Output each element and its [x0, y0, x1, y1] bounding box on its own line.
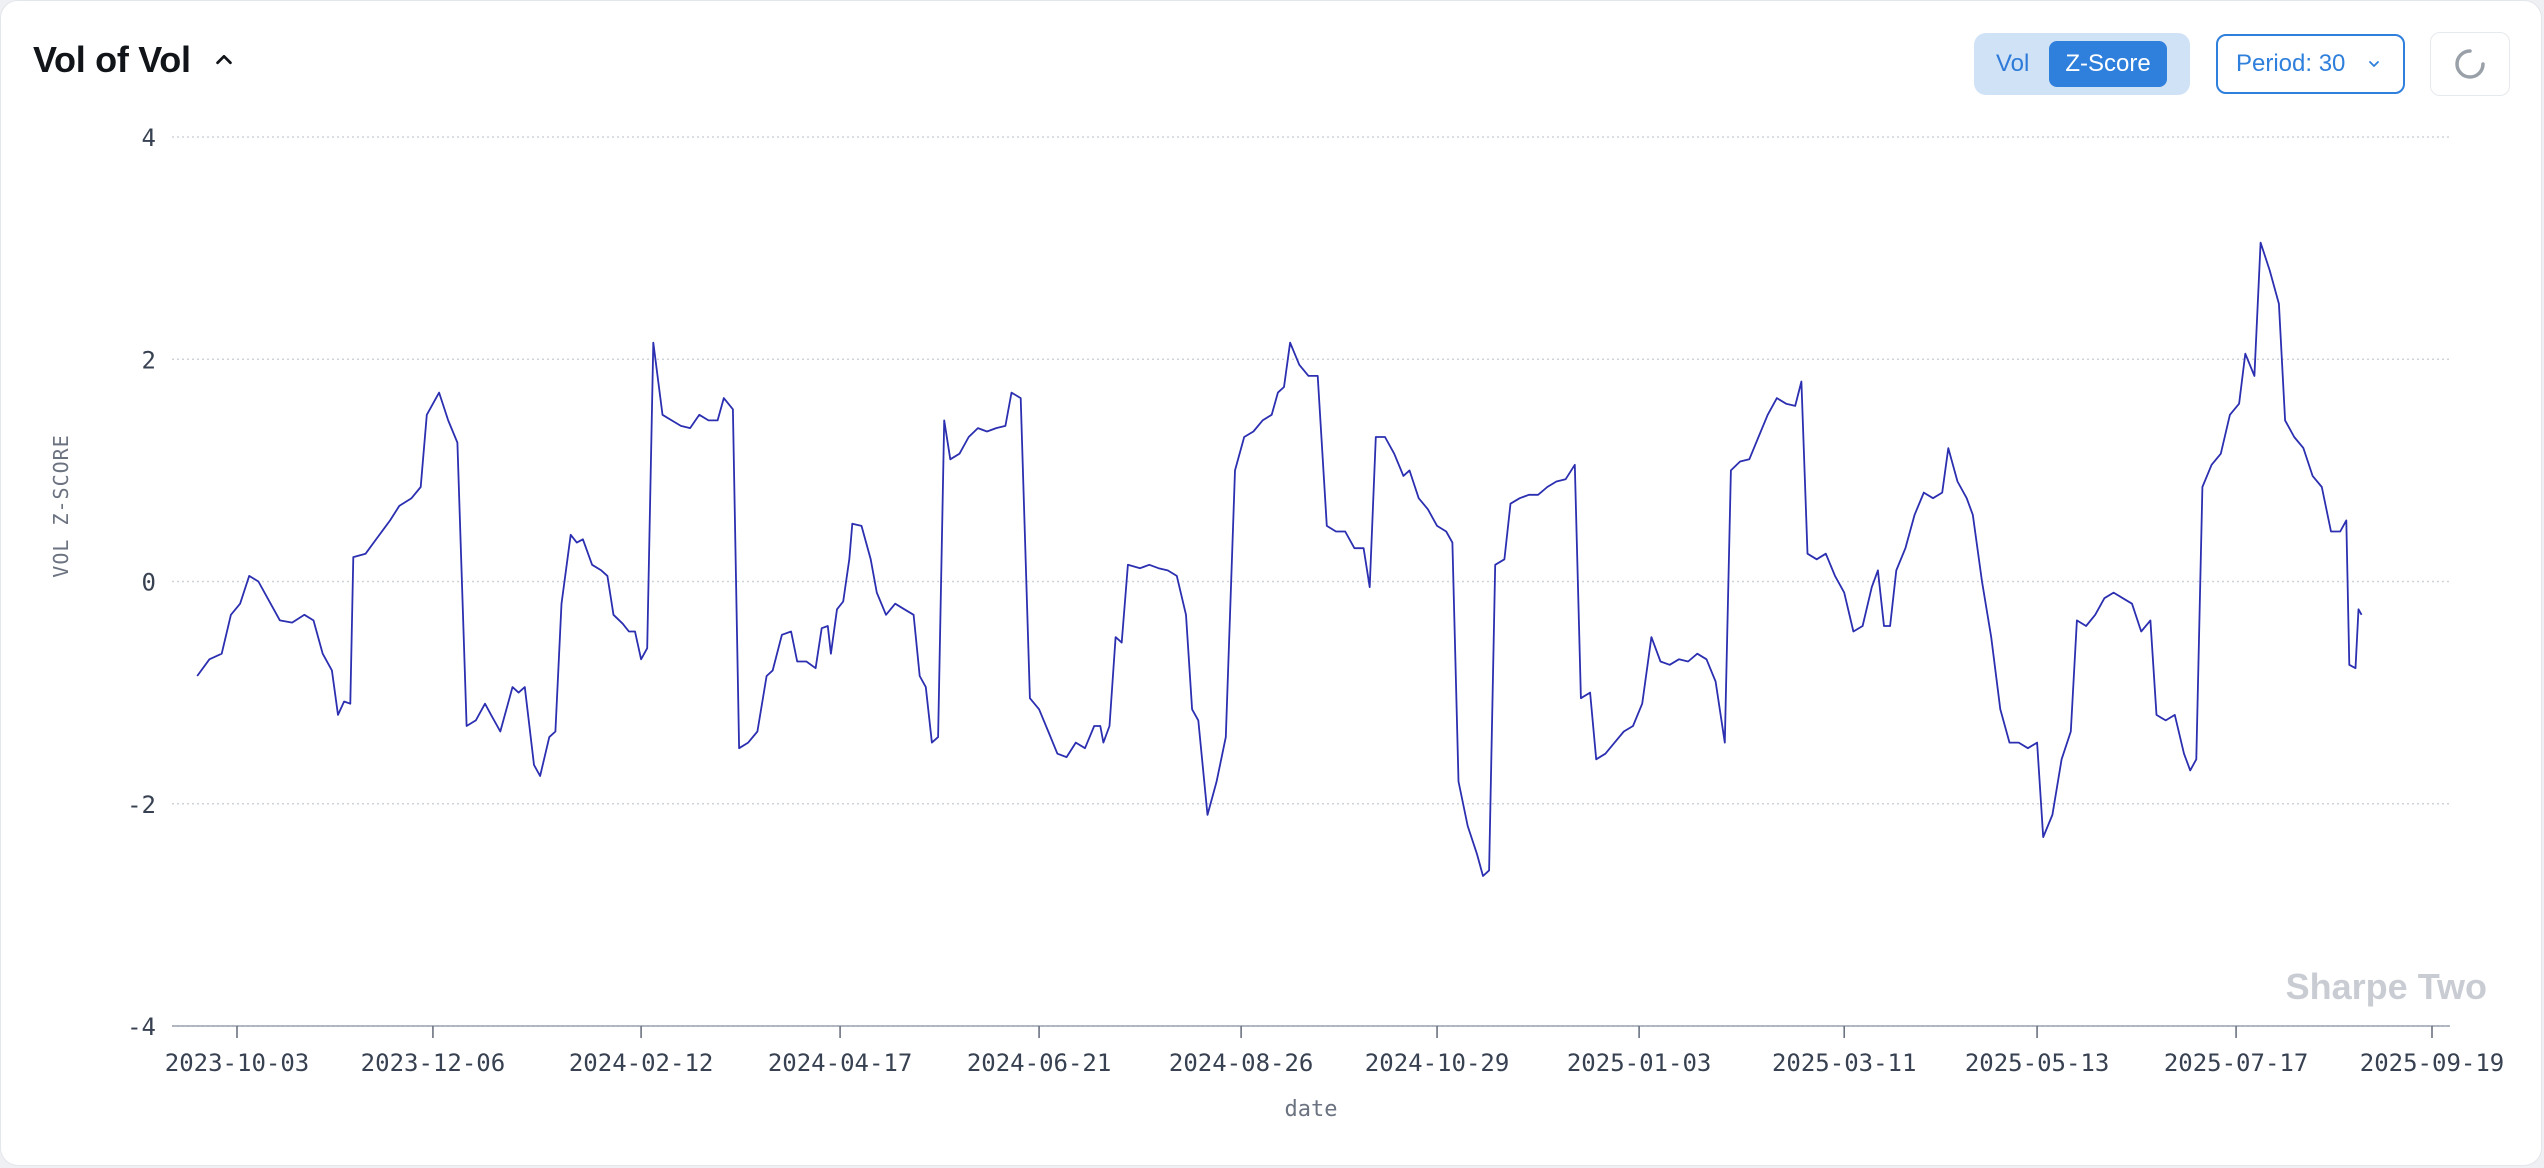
refresh-button[interactable] — [2430, 32, 2510, 96]
y-axis-ticks: 4 2 0 -2 -4 — [127, 124, 156, 1041]
y-tick-label: 2 — [142, 346, 156, 374]
x-tick-label: 2025-07-17 — [2164, 1049, 2309, 1077]
x-tick-label: 2023-12-06 — [361, 1049, 506, 1077]
view-toggle: Vol Z-Score — [1974, 33, 2190, 95]
x-axis: 2023-10-03 2023-12-06 2024-02-12 2024-04-17… — [165, 1025, 2505, 1077]
x-tick-label: 2024-06-21 — [967, 1049, 1112, 1077]
toggle-vol-button[interactable]: Vol — [1980, 41, 2045, 87]
x-axis-label: date — [1285, 1097, 1338, 1122]
chevron-down-icon — [2369, 61, 2379, 67]
x-tick-label: 2025-05-13 — [1965, 1049, 2110, 1077]
x-tick-label: 2025-09-19 — [2360, 1049, 2505, 1077]
x-tick-label: 2023-10-03 — [165, 1049, 310, 1077]
x-tick-label: 2024-02-12 — [569, 1049, 714, 1077]
toggle-zscore-button[interactable]: Z-Score — [2049, 41, 2167, 87]
y-tick-label: 4 — [142, 124, 156, 152]
period-select[interactable]: Period: 30 — [2216, 34, 2405, 94]
chevron-up-icon[interactable] — [213, 49, 235, 71]
x-tick-label: 2024-10-29 — [1365, 1049, 1510, 1077]
x-tick-label: 2025-03-11 — [1772, 1049, 1917, 1077]
period-select-label: Period: 30 — [2236, 50, 2346, 77]
spinner-icon — [2455, 49, 2485, 79]
watermark: Sharpe Two — [2286, 966, 2487, 1007]
grid-lines — [172, 136, 2450, 1027]
series-line — [196, 241, 2363, 877]
x-tick-label: 2024-08-26 — [1169, 1049, 1314, 1077]
y-axis-label: VOL Z-SCORE — [49, 434, 73, 577]
y-tick-label: 0 — [142, 569, 156, 597]
x-tick-label: 2024-04-17 — [768, 1049, 913, 1077]
x-tick-label: 2025-01-03 — [1567, 1049, 1712, 1077]
card-title: Vol of Vol — [33, 39, 191, 80]
y-tick-label: -2 — [127, 791, 156, 819]
title-row: Vol of Vol — [33, 39, 235, 81]
y-tick-label: -4 — [127, 1013, 156, 1041]
